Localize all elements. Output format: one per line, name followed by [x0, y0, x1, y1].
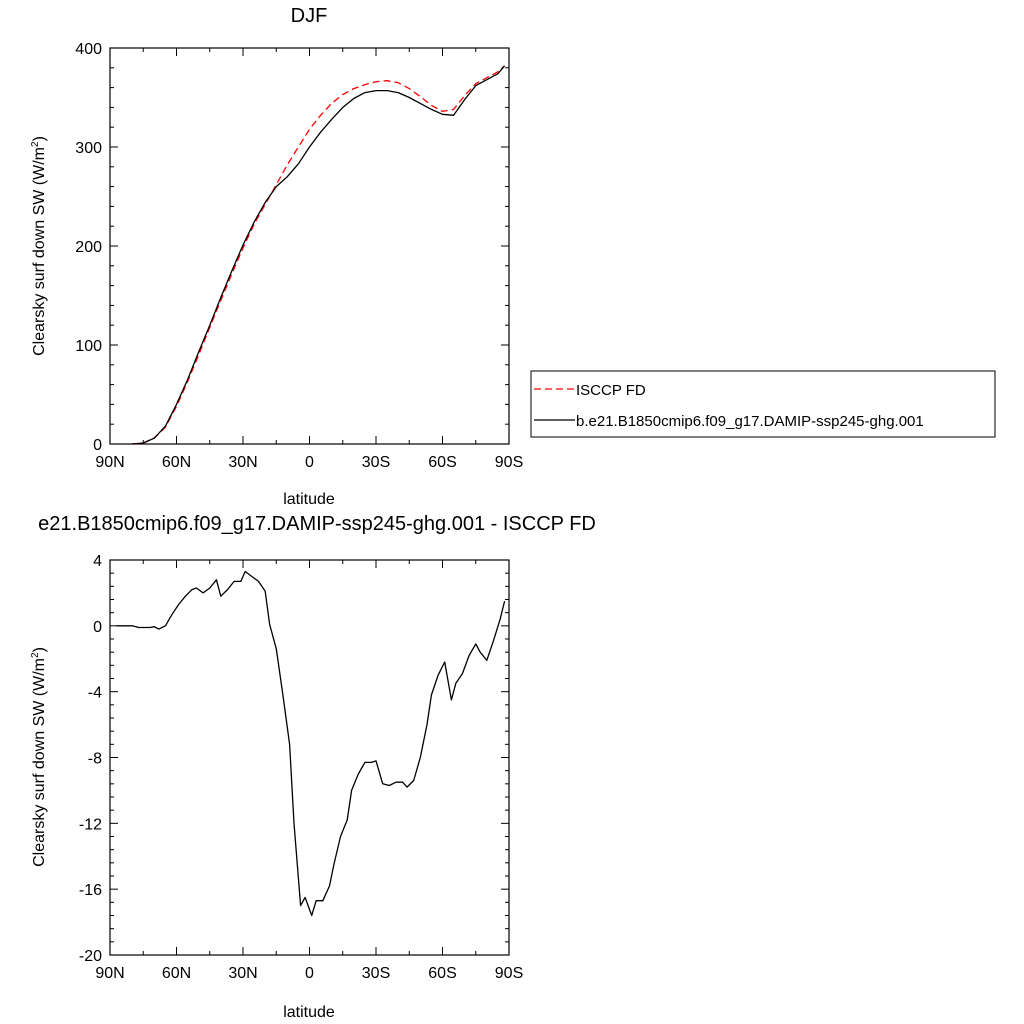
legend-label-isccp: ISCCP FD	[576, 382, 646, 399]
top-xtick-label: 0	[305, 454, 314, 471]
bottom-ticks: 90N 60N 30N 0 30S 60S 90S -20 -16 -12 -8 -4 0 4	[79, 553, 523, 982]
top-xtick-label: 90S	[495, 454, 523, 471]
top-series-lines	[132, 65, 506, 445]
top-y-axis-label: Clearsky surf down SW (W/m2)	[30, 136, 48, 356]
top-ytick-label: 100	[75, 338, 102, 355]
bottom-series-line-0	[116, 570, 506, 917]
bottom-panel: e21.B1850cmip6.f09_g17.DAMIP-ssp245-ghg.…	[30, 513, 596, 1021]
bottom-xtick-label: 0	[305, 965, 314, 982]
top-ticks: 90N 60N 30N 0 30S 60S 90S 0 100 200 300 400	[75, 41, 523, 471]
top-xtick-label: 60S	[428, 454, 456, 471]
top-ytick-label: 400	[75, 41, 102, 58]
top-ytick-label: 0	[93, 437, 102, 454]
bottom-xtick-label: 60S	[428, 965, 456, 982]
legend-label-model: b.e21.B1850cmip6.f09_g17.DAMIP-ssp245-gh…	[576, 413, 924, 430]
bottom-ytick-label: -4	[88, 685, 102, 702]
top-xtick-label: 60N	[162, 454, 191, 471]
bottom-series-lines	[116, 570, 506, 917]
top-xtick-label: 30S	[362, 454, 390, 471]
bottom-x-axis-label: latitude	[283, 1004, 335, 1021]
bottom-xtick-label: 60N	[162, 965, 191, 982]
bottom-xtick-label: 90N	[95, 965, 124, 982]
bottom-ytick-label: -8	[88, 751, 102, 768]
top-xtick-label: 30N	[228, 454, 257, 471]
legend-box	[530, 370, 996, 438]
bottom-ytick-label: 0	[93, 619, 102, 636]
top-panel: DJF 90N 60N 30N 0 30S 60S 90S 0 100 200 300 400 lat…	[30, 5, 523, 508]
top-xtick-label: 90N	[95, 454, 124, 471]
top-ytick-label: 300	[75, 140, 102, 157]
top-chart-title: DJF	[291, 5, 328, 27]
bottom-xtick-label: 30S	[362, 965, 390, 982]
bottom-ytick-label: 4	[93, 553, 102, 570]
top-series-line-1	[132, 65, 506, 445]
top-ytick-label: 200	[75, 239, 102, 256]
bottom-y-axis-label: Clearsky surf down SW (W/m2)	[30, 647, 48, 867]
bottom-ytick-label: -16	[79, 882, 102, 899]
bottom-xtick-label: 30N	[228, 965, 257, 982]
bottom-chart-title: e21.B1850cmip6.f09_g17.DAMIP-ssp245-ghg.…	[38, 513, 596, 535]
bottom-xtick-label: 90S	[495, 965, 523, 982]
top-x-axis-label: latitude	[283, 491, 335, 508]
top-plot-frame	[109, 47, 510, 445]
bottom-ytick-label: -12	[79, 816, 102, 833]
bottom-ytick-label: -20	[79, 948, 102, 965]
legend: ISCCP FD b.e21.B1850cmip6.f09_g17.DAMIP-…	[530, 370, 996, 438]
top-series-line-0	[132, 65, 506, 445]
